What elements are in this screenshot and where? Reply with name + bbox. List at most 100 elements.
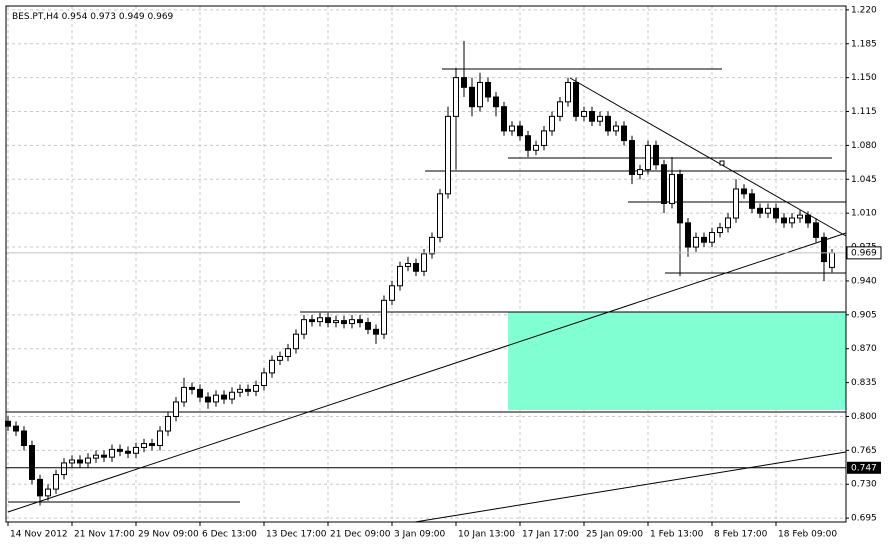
candle-body bbox=[173, 401, 179, 417]
candle-body bbox=[613, 125, 619, 132]
zone-rectangle bbox=[508, 312, 846, 410]
candle-body bbox=[717, 227, 723, 234]
candle-body bbox=[549, 115, 555, 132]
x-tick-label: 18 Feb 09:00 bbox=[778, 530, 837, 540]
candle-body bbox=[525, 135, 531, 151]
trend-line bbox=[7, 232, 847, 513]
price-label: 0.747 bbox=[851, 463, 877, 473]
drawings bbox=[6, 68, 847, 523]
candle-body bbox=[293, 333, 299, 350]
grid-layer bbox=[6, 6, 846, 522]
candle-body bbox=[493, 96, 499, 108]
trend-line bbox=[414, 451, 847, 523]
candle-body bbox=[157, 430, 163, 447]
candle-body bbox=[37, 478, 43, 497]
candle-body bbox=[181, 386, 187, 403]
candle-body bbox=[389, 285, 395, 301]
candle-body bbox=[541, 130, 547, 146]
candle-body bbox=[581, 111, 587, 117]
y-tick-label: 1.045 bbox=[851, 175, 877, 185]
candle-body bbox=[813, 222, 819, 238]
x-tick-label: 8 Feb 17:00 bbox=[714, 530, 768, 540]
candle-body bbox=[773, 207, 779, 219]
candle-body bbox=[93, 454, 99, 459]
candle-body bbox=[509, 125, 515, 132]
y-tick-label: 1.115 bbox=[851, 107, 877, 117]
candle-body bbox=[133, 446, 139, 454]
candle-body bbox=[725, 217, 731, 229]
x-tick-label: 25 Jan 09:00 bbox=[586, 530, 643, 540]
candle-body bbox=[597, 115, 603, 122]
y-tick-label: 0.765 bbox=[851, 446, 877, 456]
y-tick-label: 1.150 bbox=[851, 73, 877, 83]
candle-body bbox=[285, 348, 291, 357]
y-tick-label: 0.695 bbox=[851, 514, 877, 524]
candle-body bbox=[245, 388, 251, 392]
symbol: BES.PT,H4 bbox=[12, 12, 59, 22]
candle-body bbox=[629, 140, 635, 175]
candle-body bbox=[141, 443, 147, 448]
candle-body bbox=[213, 394, 219, 403]
candle-body bbox=[45, 488, 51, 497]
candle-body bbox=[117, 448, 123, 452]
candle-body bbox=[277, 355, 283, 361]
candle-body bbox=[605, 115, 611, 132]
overlay bbox=[6, 252, 846, 469]
candle-body bbox=[189, 386, 195, 390]
candle-body bbox=[397, 265, 403, 287]
x-tick-label: 21 Dec 09:00 bbox=[330, 530, 391, 540]
candle-body bbox=[341, 320, 347, 325]
y-tick-label: 1.220 bbox=[851, 5, 877, 15]
candle-body bbox=[781, 217, 787, 224]
last-close: 0.969 bbox=[148, 12, 174, 22]
candle-body bbox=[701, 236, 707, 243]
candle-body bbox=[661, 164, 667, 204]
x-tick-label: 29 Nov 09:00 bbox=[138, 530, 199, 540]
candle-body bbox=[309, 319, 315, 323]
y-tick-label: 1.080 bbox=[851, 141, 877, 151]
x-tick-label: 14 Nov 2012 bbox=[10, 530, 68, 540]
candle-body bbox=[53, 474, 59, 490]
candle-body bbox=[685, 222, 691, 248]
x-tick-label: 6 Dec 13:00 bbox=[202, 530, 257, 540]
candle-body bbox=[645, 144, 651, 171]
candle-body bbox=[13, 425, 19, 432]
bid-label: 0.969 bbox=[851, 248, 877, 258]
candle-body bbox=[77, 459, 83, 464]
x-tick-label: 17 Jan 17:00 bbox=[522, 530, 579, 540]
candle-body bbox=[789, 217, 795, 224]
candle-body bbox=[765, 207, 771, 214]
candle-body bbox=[477, 81, 483, 108]
candle-body bbox=[61, 462, 67, 476]
x-tick-label: 1 Feb 13:00 bbox=[650, 530, 704, 540]
candle-body bbox=[325, 317, 331, 324]
candle-body bbox=[221, 394, 227, 400]
candle-body bbox=[829, 252, 835, 268]
candle-body bbox=[501, 106, 507, 132]
candle-body bbox=[333, 320, 339, 324]
candle-body bbox=[413, 263, 419, 272]
plot-frame bbox=[5, 5, 847, 523]
candle-body bbox=[709, 232, 715, 243]
candle-body bbox=[381, 299, 387, 335]
last-high: 0.973 bbox=[90, 12, 116, 22]
candle-body bbox=[677, 173, 683, 224]
candle-body bbox=[261, 372, 267, 386]
candles bbox=[5, 40, 835, 506]
y-tick-label: 0.870 bbox=[851, 344, 877, 354]
candle-body bbox=[757, 207, 763, 214]
candle-body bbox=[197, 388, 203, 398]
candle-body bbox=[29, 445, 35, 480]
candle-body bbox=[109, 448, 115, 458]
candle-body bbox=[69, 459, 75, 464]
candle-body bbox=[165, 415, 171, 432]
x-tick-label: 21 Nov 17:00 bbox=[74, 530, 135, 540]
candle-body bbox=[365, 322, 371, 330]
candle-body bbox=[373, 328, 379, 335]
y-tick-label: 0.730 bbox=[851, 480, 877, 490]
candle-body bbox=[269, 359, 275, 374]
candle-body bbox=[573, 81, 579, 117]
last-open: 0.954 bbox=[62, 12, 88, 22]
candle-body bbox=[85, 457, 91, 464]
